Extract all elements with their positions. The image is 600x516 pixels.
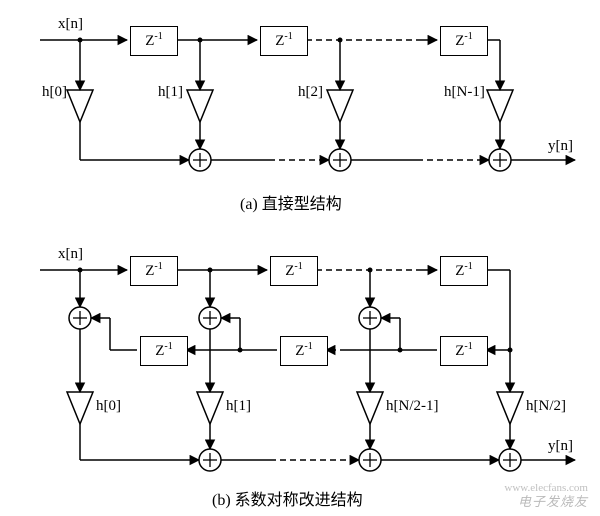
coef-b-3: h[N/2] — [526, 398, 566, 415]
delay-box-b-bot-0: Z-1 — [140, 336, 188, 366]
delay-box-b-top-2: Z-1 — [440, 256, 488, 286]
coef-b-0: h[0] — [96, 398, 121, 415]
delay-box-a-2: Z-1 — [440, 26, 488, 56]
delay-label: Z-1 — [285, 263, 303, 280]
delay-box-a-0: Z-1 — [130, 26, 178, 56]
delay-label: Z-1 — [455, 33, 473, 50]
coef-b-2: h[N/2-1] — [386, 398, 439, 415]
delay-label: Z-1 — [295, 343, 313, 360]
watermark-text: 电子发烧友 — [518, 491, 588, 510]
output-label-a: y[n] — [548, 138, 573, 155]
output-label-b: y[n] — [548, 438, 573, 455]
delay-label: Z-1 — [145, 263, 163, 280]
coef-a-1: h[1] — [158, 84, 183, 101]
coef-a-3: h[N-1] — [444, 84, 485, 101]
caption-a: (a) 直接型结构 — [240, 190, 342, 214]
delay-box-b-bot-2: Z-1 — [440, 336, 488, 366]
delay-label: Z-1 — [275, 33, 293, 50]
diagram-canvas: Z-1 Z-1 Z-1 x[n] y[n] h[0] h[1] h[2] h[N… — [0, 0, 600, 516]
coef-b-1: h[1] — [226, 398, 251, 415]
input-label-a: x[n] — [58, 16, 83, 33]
delay-label: Z-1 — [155, 343, 173, 360]
input-label-b: x[n] — [58, 246, 83, 263]
delay-label: Z-1 — [455, 343, 473, 360]
delay-label: Z-1 — [145, 33, 163, 50]
coef-a-0: h[0] — [42, 84, 67, 101]
delay-box-b-bot-1: Z-1 — [280, 336, 328, 366]
delay-box-b-top-0: Z-1 — [130, 256, 178, 286]
caption-b: (b) 系数对称改进结构 — [212, 486, 363, 510]
delay-box-a-1: Z-1 — [260, 26, 308, 56]
coef-a-2: h[2] — [298, 84, 323, 101]
delay-label: Z-1 — [455, 263, 473, 280]
delay-box-b-top-1: Z-1 — [270, 256, 318, 286]
